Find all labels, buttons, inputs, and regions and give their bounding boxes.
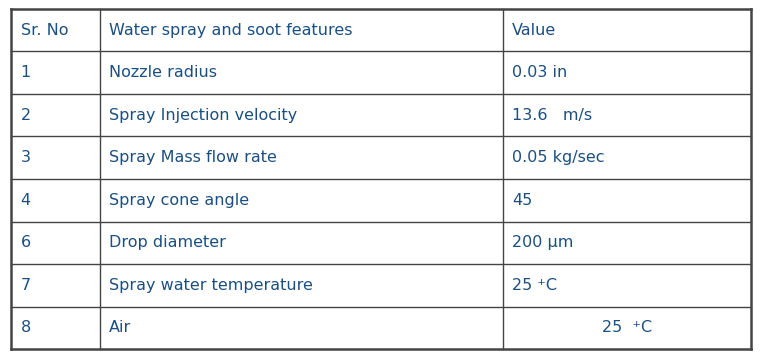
Text: 13.6   m/s: 13.6 m/s <box>512 108 592 123</box>
Text: 25  ⁺C: 25 ⁺C <box>602 320 652 335</box>
Text: 4: 4 <box>21 193 30 208</box>
Text: Spray Mass flow rate: Spray Mass flow rate <box>109 150 277 165</box>
Text: 8: 8 <box>21 320 30 335</box>
Text: Sr. No: Sr. No <box>21 23 68 38</box>
Text: Value: Value <box>512 23 556 38</box>
Text: 1: 1 <box>21 65 30 80</box>
Text: Air: Air <box>109 320 132 335</box>
Text: 200 μm: 200 μm <box>512 235 574 250</box>
Text: 7: 7 <box>21 278 30 293</box>
Text: 0.05 kg/sec: 0.05 kg/sec <box>512 150 604 165</box>
Text: Nozzle radius: Nozzle radius <box>109 65 217 80</box>
Text: 45: 45 <box>512 193 533 208</box>
Text: Water spray and soot features: Water spray and soot features <box>109 23 353 38</box>
Text: Spray cone angle: Spray cone angle <box>109 193 249 208</box>
Text: 0.03 in: 0.03 in <box>512 65 568 80</box>
Text: Drop diameter: Drop diameter <box>109 235 226 250</box>
Text: 25 ⁺C: 25 ⁺C <box>512 278 557 293</box>
Text: Spray water temperature: Spray water temperature <box>109 278 313 293</box>
Text: 2: 2 <box>21 108 30 123</box>
Text: 3: 3 <box>21 150 30 165</box>
Text: 6: 6 <box>21 235 30 250</box>
Text: Spray Injection velocity: Spray Injection velocity <box>109 108 297 123</box>
